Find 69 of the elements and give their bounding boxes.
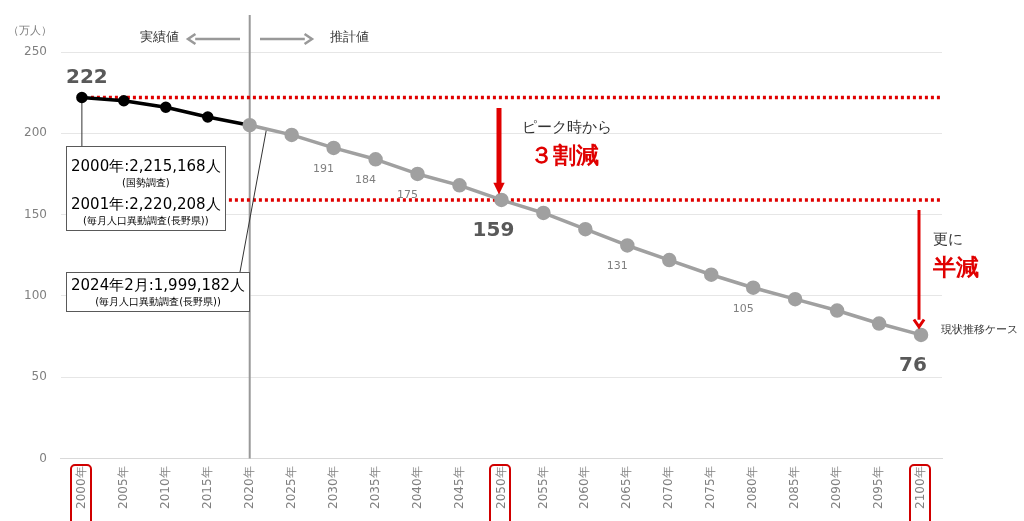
x-tick-label: 2060年 [577, 466, 592, 510]
x-tick-label: 2065年 [619, 466, 634, 510]
data-label: 131 [606, 259, 628, 273]
x-tick-label: 2080年 [745, 466, 760, 510]
x-tick-label: 2070年 [661, 466, 676, 510]
point [620, 238, 635, 253]
point [368, 152, 383, 167]
point [118, 95, 130, 107]
y-tick-label: 200 [24, 125, 47, 140]
point [578, 221, 593, 237]
data-label: 105 [732, 301, 754, 315]
point [326, 140, 341, 156]
point [536, 205, 551, 221]
point [494, 192, 509, 208]
point [787, 291, 803, 307]
x-tick-label: 2085年 [787, 466, 802, 510]
point [662, 252, 677, 268]
point [745, 280, 761, 295]
point [160, 101, 172, 114]
data-label: 184 [355, 173, 377, 187]
x-tick-label: 2025年 [283, 466, 298, 510]
data-label: 159 [472, 216, 515, 241]
annotation: (毎月人口異動調査(長野県)) [82, 214, 210, 227]
x-tick-label: 2040年 [409, 466, 424, 510]
series-label: 現状推移ケース [941, 322, 1019, 336]
annotation: ３割減 [530, 141, 599, 170]
point [410, 166, 425, 182]
data-label: 222 [66, 63, 108, 88]
annotation: 半減 [933, 253, 979, 282]
point [452, 178, 467, 193]
annotation: (国勢調査) [120, 176, 171, 189]
y-tick-label: 0 [39, 450, 47, 465]
x-tick-label: 2095年 [871, 466, 886, 510]
annotation: 2024年2月:1,999,182人 [71, 276, 246, 295]
point [76, 91, 88, 104]
point [913, 327, 929, 343]
data-label: 191 [313, 161, 335, 175]
x-tick-label: 2010年 [157, 466, 172, 510]
point [703, 267, 719, 282]
point [202, 111, 214, 123]
y-tick-label: 50 [31, 369, 47, 384]
x-tick-label: 2020年 [241, 466, 256, 510]
x-tick-label: 2015年 [199, 466, 214, 510]
x-tick-label: 2045年 [451, 466, 466, 510]
x-tick-label: 2055年 [535, 466, 550, 510]
annotation: ピーク時から [522, 118, 612, 137]
y-tick-label: 150 [24, 206, 47, 221]
point [284, 127, 299, 143]
data-label: 76 [899, 351, 927, 376]
y-tick-label: 250 [24, 44, 47, 59]
point [829, 303, 845, 318]
x-tick-label: 2090年 [829, 466, 844, 510]
x-tick-label: 2000年 [74, 466, 89, 510]
annotation: 2001年:2,220,208人 [71, 195, 221, 214]
x-tick-label: 2075年 [703, 466, 718, 510]
point [871, 316, 887, 331]
text: 推計値 [330, 28, 369, 46]
annotation: (毎月人口異動調査(長野県)) [94, 295, 222, 308]
annotation: 2000年:2,215,168人 [71, 157, 221, 176]
x-tick-label: 2100年 [913, 466, 928, 510]
x-tick-label: 2050年 [493, 466, 508, 510]
x-tick-label: 2005年 [115, 466, 130, 510]
y-axis-title: （万人） [8, 24, 52, 37]
text: 実績値 [140, 28, 179, 46]
data-label: 175 [397, 187, 419, 201]
x-tick-label: 2035年 [367, 466, 382, 510]
y-tick-label: 100 [24, 288, 47, 302]
annotation: 更に [933, 230, 963, 249]
x-tick-label: 2030年 [325, 466, 340, 510]
